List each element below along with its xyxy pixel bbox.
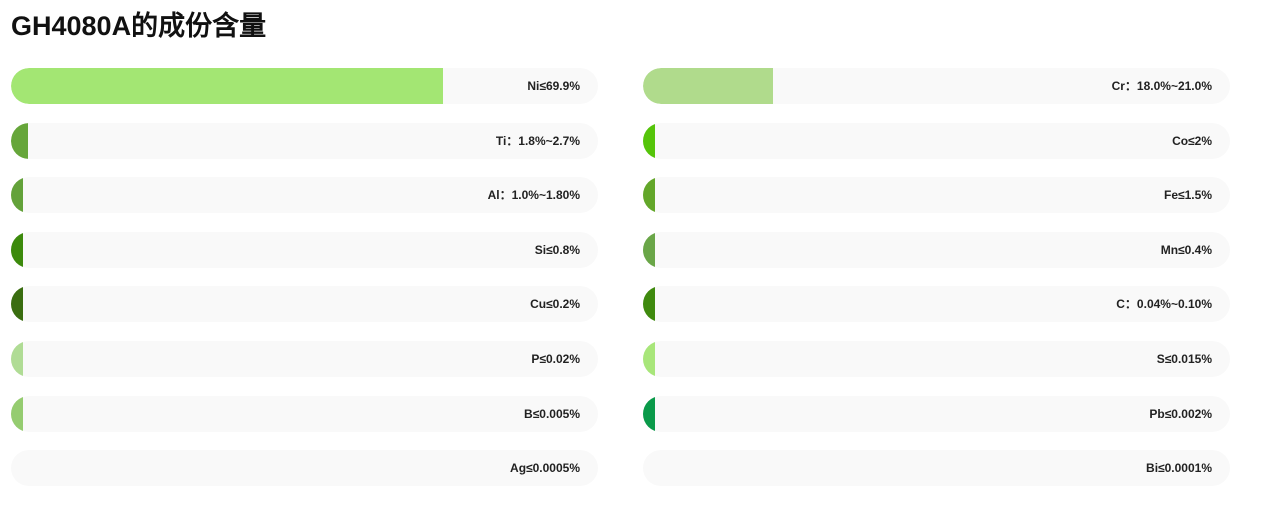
bar-label: Co≤2% [1172,133,1212,148]
bar-row: P≤0.02% [11,340,598,377]
bar-fill [643,286,655,323]
bar-row: S≤0.015% [643,340,1230,377]
bar-row: Ag≤0.0005% [11,450,598,487]
bar-label: Cr：18.0%~21.0% [1111,79,1212,93]
bar-row: Si≤0.8% [11,231,598,268]
bar-row: Co≤2% [643,122,1230,159]
bar-label: Al：1.0%~1.80% [487,188,580,203]
bar-label: P≤0.02% [531,351,580,366]
bar-fill [643,340,655,377]
bar-row: Fe≤1.5% [643,177,1230,214]
bar-fill [11,68,443,104]
bar-fill [11,177,23,214]
bar-label: Ag≤0.0005% [510,461,580,476]
chart-column-left: Ni≤69.9% Ti：1.8%~2.7% Al：1.0%~1.80% Si≤0.8%… [11,68,598,505]
bar-fill [643,395,655,432]
bar-row: Al：1.0%~1.80% [11,177,598,214]
bar-label: S≤0.015% [1156,351,1212,366]
bar-row: C：0.04%~0.10% [643,286,1230,323]
bar-label: C：0.04%~0.10% [1116,297,1212,312]
bar-fill [643,177,655,214]
bar-row: Cr：18.0%~21.0% [643,68,1230,104]
bar-label: Ni≤69.9% [527,79,580,93]
bar-label: Cu≤0.2% [530,297,580,312]
bar-label: Pb≤0.002% [1149,406,1212,421]
bar-label: Si≤0.8% [534,242,580,257]
bar-row: Bi≤0.0001% [643,450,1230,487]
bar-label: Bi≤0.0001% [1146,461,1212,476]
bar-row: Ni≤69.9% [11,68,598,104]
bar-fill [11,231,23,268]
chart-column-right: Cr：18.0%~21.0% Co≤2% Fe≤1.5% Mn≤0.4% C：0.04%… [643,68,1230,505]
bar-fill [11,340,23,377]
bar-fill [643,68,773,104]
bar-row: Ti：1.8%~2.7% [11,122,598,159]
bar-label: Mn≤0.4% [1160,242,1212,257]
bar-fill [11,286,23,323]
bar-row: B≤0.005% [11,395,598,432]
bar-fill [11,122,28,159]
bar-fill [643,231,655,268]
bar-fill [643,122,656,159]
bar-label: Ti：1.8%~2.7% [495,133,580,148]
page-title: GH4080A的成份含量 [11,11,267,41]
bar-label: B≤0.005% [524,406,580,421]
bar-row: Mn≤0.4% [643,231,1230,268]
bar-label: Fe≤1.5% [1164,188,1212,203]
bar-fill [11,395,23,432]
bar-row: Pb≤0.002% [643,395,1230,432]
bar-row: Cu≤0.2% [11,286,598,323]
